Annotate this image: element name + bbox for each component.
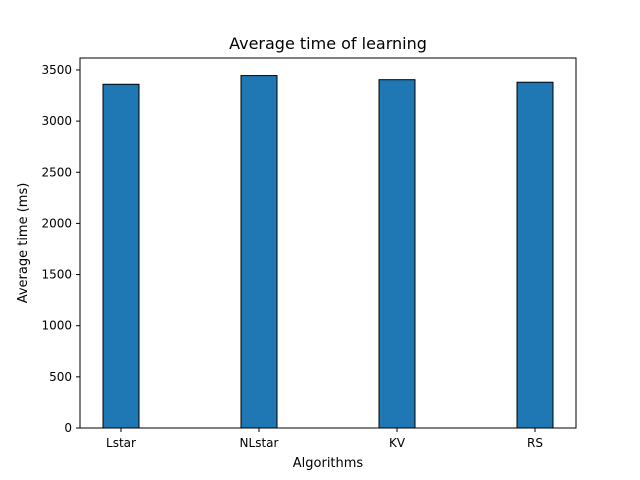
y-tick-label: 500 [49, 370, 72, 384]
bar-rs [516, 81, 554, 429]
y-tick-label: 3500 [41, 63, 72, 77]
bar-nlstar [240, 75, 278, 429]
x-tick-label: KV [389, 436, 406, 450]
x-tick-label: NLstar [240, 436, 279, 450]
bars-group [102, 75, 554, 429]
y-tick-label: 1500 [41, 268, 72, 282]
y-axis-label: Average time (ms) [16, 183, 31, 304]
y-tick-label: 3000 [41, 114, 72, 128]
x-tick-label: RS [527, 436, 543, 450]
y-tick-label: 1000 [41, 319, 72, 333]
y-tick-label: 2500 [41, 165, 72, 179]
y-axis-ticks: 0 500 1000 1500 2000 2500 3000 3500 [41, 63, 80, 435]
y-tick-label: 0 [64, 421, 72, 435]
x-tick-label: Lstar [106, 436, 136, 450]
plot-frame [79, 57, 577, 429]
bar-lstar [102, 83, 140, 429]
x-axis-ticks: Lstar NLstar KV RS [106, 428, 543, 450]
y-tick-label: 2000 [41, 216, 72, 230]
bar-kv [378, 79, 416, 429]
x-axis-label: Algorithms [293, 456, 364, 471]
chart-title: Average time of learning [229, 34, 427, 53]
